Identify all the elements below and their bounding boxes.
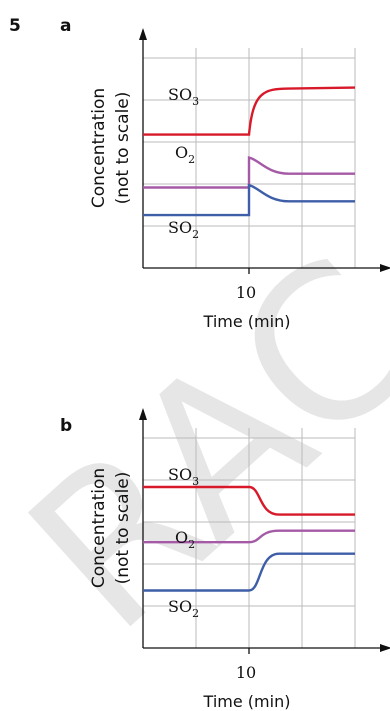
y-axis-label-b-line1: Concentration xyxy=(89,468,109,588)
series-line-o2-a xyxy=(143,156,355,189)
series-label-o2-b: O2 xyxy=(175,528,195,551)
y-axis-label-a-line2: (not to scale) xyxy=(113,92,133,205)
question-number: 5 xyxy=(9,16,21,36)
y-axis-label-b-line2: (not to scale) xyxy=(113,472,133,585)
series-label-o2-a: O2 xyxy=(175,143,195,166)
x-axis-arrow xyxy=(380,644,390,652)
series-label-so3-a: SO3 xyxy=(168,85,199,108)
series-label-so2-b-main: SO xyxy=(168,597,192,616)
panel-label-a: a xyxy=(60,16,71,36)
series-label-so3-b-sub: 3 xyxy=(192,475,199,488)
x-axis-label-a: Time (min) xyxy=(203,312,291,331)
axes-b xyxy=(139,408,390,654)
series-label-so3-b-main: SO xyxy=(168,465,192,484)
series-label-so3-b: SO3 xyxy=(168,465,199,488)
series-label-so3-a-main: SO xyxy=(168,85,192,104)
series-label-o2-a-sub: 2 xyxy=(188,153,195,166)
y-axis-arrow xyxy=(139,408,147,420)
series-label-so2-b: SO2 xyxy=(168,597,199,620)
y-axis-arrow xyxy=(139,28,147,40)
y-axis-label-a-line1: Concentration xyxy=(89,88,109,208)
series-label-so2-b-sub: 2 xyxy=(192,607,199,620)
series-label-o2-b-sub: 2 xyxy=(188,538,195,551)
series-label-so2-a: SO2 xyxy=(168,218,199,241)
series-label-so2-a-main: SO xyxy=(168,218,192,237)
series-label-o2-b-main: O xyxy=(175,528,188,547)
x-tick-label-a: 10 xyxy=(236,283,256,302)
x-axis-arrow xyxy=(380,264,390,272)
series-label-so3-a-sub: 3 xyxy=(192,95,199,108)
series-label-o2-a-main: O xyxy=(175,143,188,162)
x-axis-label-b: Time (min) xyxy=(203,692,291,711)
grid-b xyxy=(143,428,356,648)
series-line-so2-a xyxy=(143,183,355,217)
x-tick-label-b: 10 xyxy=(236,663,256,682)
series-label-so2-a-sub: 2 xyxy=(192,228,199,241)
panel-label-b: b xyxy=(60,416,72,436)
chart-panel-b: Concentration (not to scale) 10 Time (mi… xyxy=(89,408,390,711)
series-line-o2-b xyxy=(143,529,355,544)
series-line-so3-b xyxy=(143,485,355,516)
series-line-so3-a xyxy=(143,86,356,136)
chart-panel-a: Concentration (not to scale) 10 Time (mi… xyxy=(89,28,390,331)
series-lines-b xyxy=(143,485,355,592)
series-line-so2-b xyxy=(143,552,355,592)
axes-a xyxy=(139,28,390,274)
series-lines-a xyxy=(143,86,356,217)
